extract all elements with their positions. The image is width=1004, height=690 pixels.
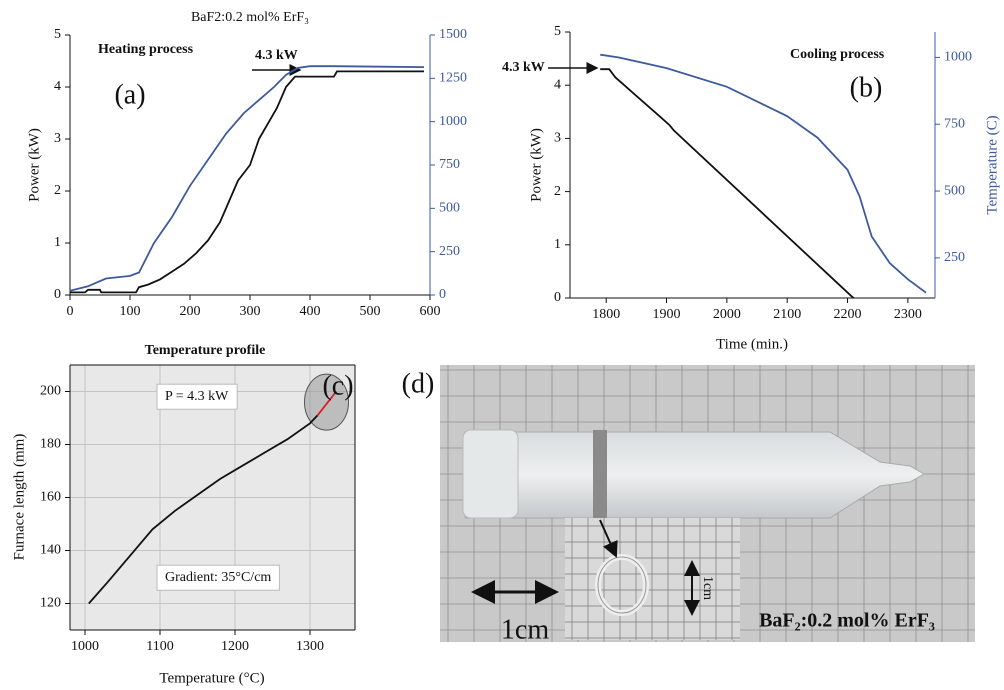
x-tick-label: 2300 <box>894 307 922 322</box>
chart-title: Temperature profile <box>145 343 266 358</box>
y2-tick-label: 1000 <box>439 114 467 129</box>
annotation: 4.3 kW <box>502 60 545 75</box>
x-tick-label: 2100 <box>773 307 801 322</box>
chart-title: BaF2:0.2 mol% ErF₃ <box>191 10 309 25</box>
highlight <box>304 373 349 431</box>
inset-grid <box>565 518 740 640</box>
y-tick-label: 1 <box>554 237 561 252</box>
y-axis-label: Power (kW) <box>528 128 544 202</box>
y-axis-label: Power (kW) <box>26 128 42 202</box>
annotation: Heating process <box>98 42 194 57</box>
y2-tick-label: 1500 <box>439 27 467 42</box>
y2-tick-label: 500 <box>439 201 460 216</box>
annotation-box <box>156 383 238 410</box>
annotation: (b) <box>850 72 883 103</box>
x-tick-label: 2200 <box>834 307 862 322</box>
crystal-photo: (d) 1cm 1cm BaF₂:0.2 mol% ErF₃ <box>402 365 975 645</box>
y-tick-label: 180 <box>40 437 61 452</box>
y-tick-label: 160 <box>40 490 61 505</box>
x-axis-label: Temperature (°C) <box>159 670 264 686</box>
x-tick-label: 100 <box>120 304 141 319</box>
x-tick-label: 300 <box>240 304 261 319</box>
annotation: 4.3 kW <box>255 48 298 63</box>
y2-tick-label: 250 <box>439 244 460 259</box>
annotation: P = 4.3 kW <box>165 389 229 404</box>
y2-tick-label: 500 <box>944 183 965 198</box>
x-tick-label: 1200 <box>221 639 249 654</box>
data-line <box>88 414 319 605</box>
y-tick-label: 4 <box>554 77 561 92</box>
scale-label: 1cm <box>501 614 549 645</box>
crystal-slice-edge <box>597 556 647 614</box>
data-line <box>69 65 425 292</box>
y-tick-label: 3 <box>54 131 61 146</box>
x-tick-label: 500 <box>360 304 381 319</box>
y2-tick-label: 0 <box>439 287 446 302</box>
data-line <box>70 70 424 294</box>
y-tick-label: 2 <box>54 183 61 198</box>
inset <box>565 518 740 640</box>
y-tick-label: 0 <box>554 290 561 305</box>
x-tick-label: 400 <box>300 304 321 319</box>
pointer-arrow <box>599 519 618 558</box>
data-line <box>316 390 338 416</box>
annotation-box <box>156 564 280 591</box>
y-tick-label: 5 <box>54 27 61 42</box>
y2-tick-label: 1250 <box>439 71 467 86</box>
y2-tick-label: 750 <box>439 157 460 172</box>
x-axis-label: Time (min.) <box>716 336 788 352</box>
crystal-end <box>462 429 519 519</box>
y2-tick-label: 250 <box>944 250 965 265</box>
panel-label: (d) <box>402 368 435 399</box>
x-tick-label: 0 <box>67 304 74 319</box>
x-tick-label: 1900 <box>653 307 681 322</box>
y-tick-label: 120 <box>40 596 61 611</box>
y-tick-label: 4 <box>54 79 61 94</box>
x-tick-label: 2000 <box>713 307 741 322</box>
annotation: (a) <box>114 79 145 110</box>
y-tick-label: 1 <box>54 235 61 250</box>
y-tick-label: 5 <box>554 24 561 39</box>
y-tick-label: 0 <box>54 287 61 302</box>
data-line <box>600 68 855 299</box>
y2-tick-label: 1000 <box>944 50 972 65</box>
caption: BaF₂:0.2 mol% ErF₃ <box>759 610 935 632</box>
x-tick-label: 1100 <box>146 639 173 654</box>
y-axis-label: Furnace length (mm) <box>11 434 27 561</box>
data-line <box>600 53 927 294</box>
y-tick-label: 200 <box>40 384 61 399</box>
y-tick-label: 2 <box>554 184 561 199</box>
annotation: Cooling process <box>790 47 885 62</box>
y2-axis-label: Temperature (C) <box>984 115 1000 214</box>
x-tick-label: 1800 <box>592 307 620 322</box>
inset-scale-label: 1cm <box>700 576 715 600</box>
y2-tick-label: 750 <box>944 116 965 131</box>
x-tick-label: 200 <box>180 304 201 319</box>
annotation: (c) <box>322 370 353 401</box>
x-tick-label: 1300 <box>296 639 324 654</box>
metal-band <box>593 430 607 520</box>
y-tick-label: 3 <box>554 131 561 146</box>
y-tick-label: 140 <box>40 543 61 558</box>
annotation: Gradient: 35°C/cm <box>165 570 271 585</box>
x-tick-label: 1000 <box>71 639 99 654</box>
x-tick-label: 600 <box>420 304 441 319</box>
